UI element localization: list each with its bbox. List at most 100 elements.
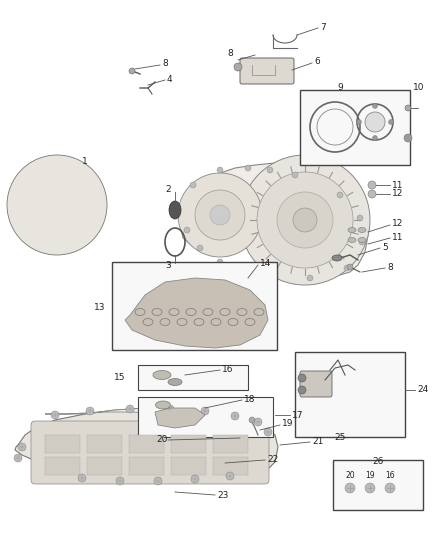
Circle shape <box>365 112 385 132</box>
Text: 6: 6 <box>314 58 320 67</box>
Circle shape <box>49 197 65 213</box>
Circle shape <box>18 443 26 451</box>
Bar <box>333 460 423 510</box>
Polygon shape <box>125 278 268 348</box>
Bar <box>138 397 273 437</box>
Ellipse shape <box>153 370 171 379</box>
Bar <box>129 457 164 475</box>
Circle shape <box>126 405 134 413</box>
Bar <box>45 457 80 475</box>
Ellipse shape <box>358 228 366 232</box>
Ellipse shape <box>348 228 356 232</box>
Text: 26: 26 <box>372 457 384 466</box>
Circle shape <box>257 172 353 268</box>
Circle shape <box>154 477 162 485</box>
Text: 19: 19 <box>282 419 293 429</box>
Circle shape <box>234 63 242 71</box>
Circle shape <box>298 374 306 382</box>
Text: 8: 8 <box>227 50 233 59</box>
Ellipse shape <box>358 238 366 243</box>
Bar <box>171 457 206 475</box>
Ellipse shape <box>332 255 342 261</box>
Text: 15: 15 <box>113 373 125 382</box>
Ellipse shape <box>169 201 181 219</box>
Circle shape <box>293 208 317 232</box>
Circle shape <box>372 103 378 109</box>
Bar <box>45 435 80 453</box>
Circle shape <box>217 259 223 265</box>
Text: 17: 17 <box>292 410 304 419</box>
Circle shape <box>178 173 262 257</box>
Text: 20: 20 <box>157 435 168 445</box>
Bar <box>138 365 248 390</box>
Circle shape <box>7 155 107 255</box>
Circle shape <box>129 68 135 74</box>
Circle shape <box>357 215 363 221</box>
Text: 5: 5 <box>382 243 388 252</box>
Circle shape <box>242 269 248 275</box>
Bar <box>87 435 122 453</box>
Circle shape <box>116 477 124 485</box>
Circle shape <box>166 405 174 413</box>
Polygon shape <box>180 163 368 275</box>
Text: 12: 12 <box>392 220 403 229</box>
Text: 20: 20 <box>345 471 355 480</box>
Circle shape <box>405 105 411 111</box>
Circle shape <box>404 134 412 142</box>
Polygon shape <box>45 408 275 435</box>
Bar <box>295 352 405 437</box>
Circle shape <box>14 454 22 462</box>
Circle shape <box>210 205 230 225</box>
Circle shape <box>201 407 209 415</box>
Circle shape <box>217 167 223 173</box>
Circle shape <box>277 192 333 248</box>
Text: 10: 10 <box>413 84 424 93</box>
FancyBboxPatch shape <box>300 371 332 397</box>
Circle shape <box>19 167 95 243</box>
Circle shape <box>249 417 255 423</box>
Circle shape <box>245 165 251 171</box>
Text: 2: 2 <box>165 185 171 195</box>
Circle shape <box>197 245 203 251</box>
Circle shape <box>264 428 272 436</box>
Text: 22: 22 <box>267 455 278 464</box>
Polygon shape <box>155 408 205 428</box>
Circle shape <box>292 172 298 178</box>
Text: 14: 14 <box>260 259 272 268</box>
Text: 3: 3 <box>165 261 171 270</box>
Circle shape <box>368 181 376 189</box>
Circle shape <box>190 182 196 188</box>
FancyBboxPatch shape <box>31 421 269 484</box>
Text: 11: 11 <box>392 232 403 241</box>
Text: 23: 23 <box>217 491 228 500</box>
Circle shape <box>347 264 353 270</box>
Circle shape <box>359 239 365 245</box>
Text: 16: 16 <box>385 471 395 480</box>
Text: 7: 7 <box>320 22 326 31</box>
Circle shape <box>240 155 370 285</box>
Circle shape <box>35 183 79 227</box>
Circle shape <box>365 483 375 493</box>
Ellipse shape <box>155 401 170 409</box>
Text: 8: 8 <box>162 60 168 69</box>
Text: 16: 16 <box>222 365 233 374</box>
Bar <box>129 435 164 453</box>
Circle shape <box>389 119 393 125</box>
Bar <box>112 262 277 350</box>
Text: 12: 12 <box>392 190 403 198</box>
Ellipse shape <box>348 238 356 243</box>
Circle shape <box>368 190 376 198</box>
Bar <box>300 90 410 165</box>
Circle shape <box>226 472 234 480</box>
Text: 19: 19 <box>365 471 375 480</box>
Circle shape <box>51 411 59 419</box>
Circle shape <box>195 190 245 240</box>
Circle shape <box>254 418 262 426</box>
FancyBboxPatch shape <box>240 58 294 84</box>
Circle shape <box>307 275 313 281</box>
Circle shape <box>337 192 343 198</box>
Text: 11: 11 <box>392 181 403 190</box>
Circle shape <box>269 275 275 281</box>
Text: 24: 24 <box>417 385 428 394</box>
Bar <box>213 457 248 475</box>
